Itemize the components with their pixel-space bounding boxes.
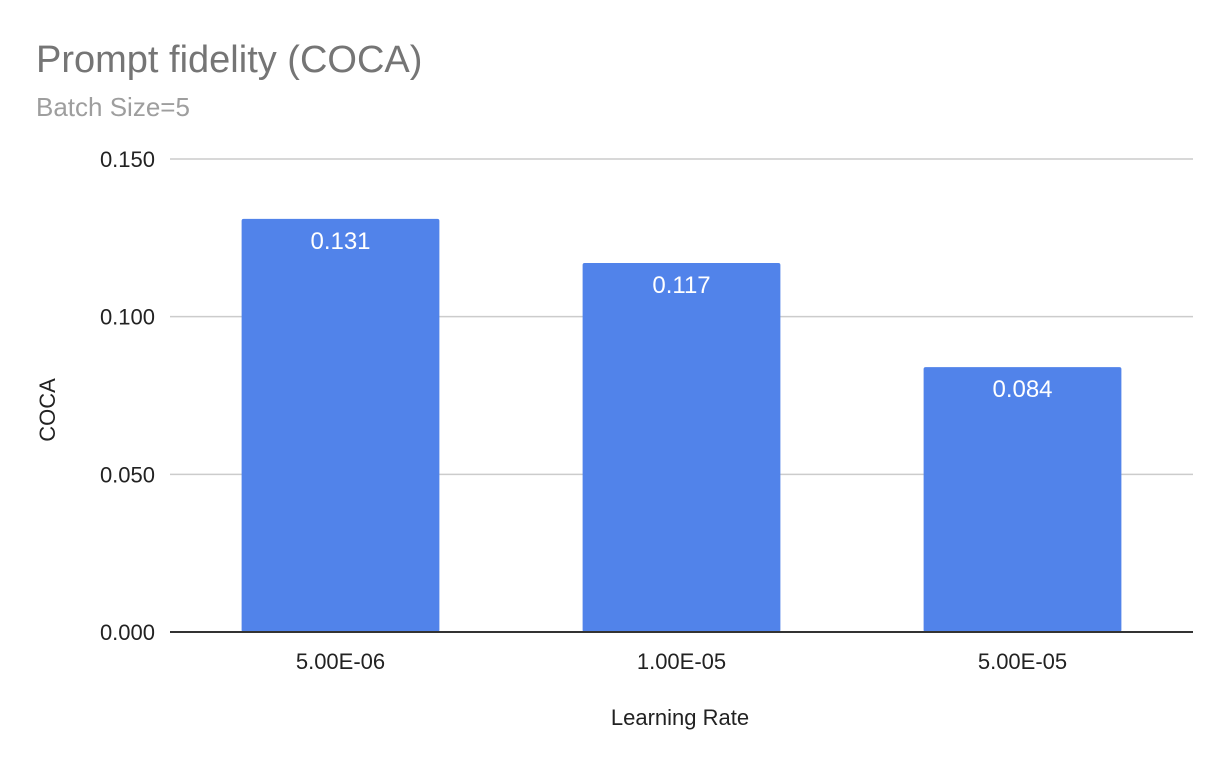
y-tick-label: 0.000 bbox=[100, 620, 155, 645]
chart-title: Prompt fidelity (COCA) bbox=[36, 39, 422, 81]
bars: 0.131 0.117 0.084 bbox=[170, 218, 1193, 633]
y-tick-label: 0.150 bbox=[100, 147, 155, 172]
bar bbox=[582, 263, 781, 632]
x-axis-ticks: 5.00E-06 1.00E-05 5.00E-05 bbox=[296, 649, 1067, 674]
x-tick-label: 1.00E-05 bbox=[637, 649, 726, 674]
chart-subtitle: Batch Size=5 bbox=[36, 92, 190, 122]
y-axis-ticks: 0.000 0.050 0.100 0.150 bbox=[100, 147, 155, 645]
x-axis-title: Learning Rate bbox=[611, 705, 749, 730]
x-tick-label: 5.00E-06 bbox=[296, 649, 385, 674]
bar-data-label: 0.131 bbox=[310, 228, 370, 255]
bar bbox=[923, 367, 1122, 632]
y-axis-title: COCA bbox=[35, 378, 60, 442]
bar bbox=[241, 218, 440, 632]
y-tick-label: 0.100 bbox=[100, 305, 155, 330]
x-tick-label: 5.00E-05 bbox=[978, 649, 1067, 674]
bar-data-label: 0.117 bbox=[652, 272, 710, 299]
y-tick-label: 0.050 bbox=[100, 462, 155, 487]
bar-data-label: 0.084 bbox=[992, 376, 1052, 403]
